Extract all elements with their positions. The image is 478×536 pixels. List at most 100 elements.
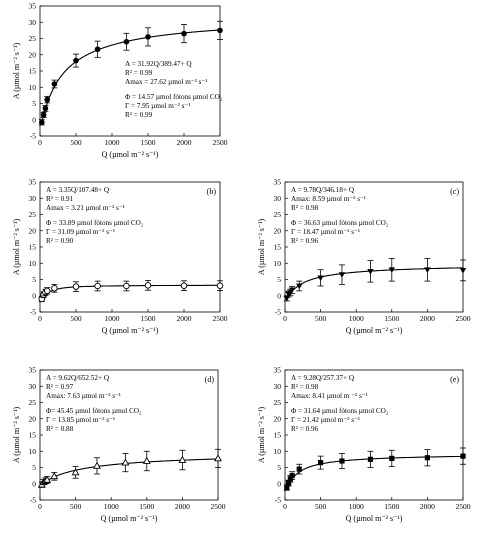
annotation-line-5: Φ = 36.63 µmol fótons µmol CO₂ bbox=[291, 219, 389, 227]
fit-curve bbox=[286, 267, 463, 299]
panel-label: (b) bbox=[207, 187, 217, 196]
x-tick-label: 500 bbox=[70, 314, 82, 323]
annotation-line-5: Φ = 33.89 µmol fótons µmol CO₂ bbox=[46, 219, 144, 227]
data-point bbox=[178, 455, 187, 463]
data-point bbox=[285, 480, 292, 486]
y-tick-label: 30 bbox=[29, 18, 37, 27]
x-tick-label: 2500 bbox=[211, 502, 226, 511]
annotation-line-3: Amax: 7.63 µmol m⁻² s⁻¹ bbox=[46, 392, 121, 400]
annotation-line-7: R² = 0.96 bbox=[291, 425, 319, 433]
y-tick-label: 0 bbox=[32, 291, 36, 300]
data-point bbox=[296, 283, 303, 290]
y-tick-label: 30 bbox=[274, 194, 282, 203]
y-tick-label: 20 bbox=[29, 50, 37, 59]
y-tick-label: 10 bbox=[29, 259, 37, 268]
x-tick-label: 2000 bbox=[177, 138, 192, 147]
data-point bbox=[40, 112, 47, 118]
x-tick-label: 1000 bbox=[349, 314, 364, 323]
y-tick-label: 5 bbox=[32, 275, 36, 284]
data-point bbox=[296, 466, 302, 472]
y-axis-label: A (µmol m⁻² s⁻¹) bbox=[12, 407, 21, 464]
data-point bbox=[367, 456, 374, 462]
y-tick-label: 25 bbox=[29, 398, 37, 407]
x-tick-label: 1500 bbox=[384, 314, 399, 323]
annotation-line-6: Γ = 7.95 µmol m⁻² s⁻¹ bbox=[125, 102, 190, 110]
data-point bbox=[180, 282, 188, 289]
data-point bbox=[123, 282, 130, 290]
x-tick-label: 2500 bbox=[213, 314, 228, 323]
annotation-line-3: Amax: 8.41 µmol m ⁻² s⁻¹ bbox=[291, 392, 368, 400]
y-axis-label: A (µmol m⁻² s⁻¹) bbox=[12, 219, 21, 276]
x-axis-label: Q (µmol m⁻² s⁻¹) bbox=[101, 514, 158, 523]
panel-label: (d) bbox=[205, 375, 215, 384]
annotation-line-5: Φ= 45.45 µmol fótons µmol CO₂ bbox=[46, 407, 142, 415]
y-tick-label: 15 bbox=[29, 431, 37, 440]
annotation-line-6: Γ = 13.85 µmol m⁻² s⁻¹ bbox=[46, 416, 115, 424]
annotation-line-3: Amax = 3.21 µmol m⁻² s⁻¹ bbox=[46, 204, 125, 212]
data-point bbox=[121, 458, 130, 466]
data-point bbox=[73, 57, 79, 64]
x-axis-label: Q (µmol m⁻² s⁻¹) bbox=[346, 514, 403, 523]
x-tick-label: 2000 bbox=[420, 314, 435, 323]
data-point bbox=[287, 476, 293, 482]
y-tick-label: 35 bbox=[29, 366, 37, 375]
x-axis-label: Q (µmol m⁻² s⁻¹) bbox=[346, 326, 403, 335]
x-tick-label: 2000 bbox=[175, 502, 190, 511]
y-tick-label: 0 bbox=[277, 291, 281, 300]
data-point bbox=[94, 46, 101, 53]
fit-curve bbox=[41, 29, 220, 123]
data-point bbox=[51, 81, 58, 87]
data-point bbox=[318, 460, 324, 466]
x-tick-label: 0 bbox=[283, 502, 287, 511]
annotation-line-3: R² = 0.98 bbox=[291, 204, 319, 212]
y-tick-label: 15 bbox=[29, 243, 37, 252]
y-tick-label: 0 bbox=[32, 479, 36, 488]
fit-curve bbox=[286, 455, 463, 488]
y-tick-label: 5 bbox=[277, 275, 281, 284]
y-axis-label: A (µmol m⁻² s⁻¹) bbox=[257, 407, 266, 464]
data-point bbox=[94, 282, 101, 290]
fit-curve bbox=[41, 458, 218, 486]
x-tick-label: 0 bbox=[38, 502, 42, 511]
y-tick-label: -5 bbox=[30, 496, 36, 505]
y-tick-label: 10 bbox=[274, 259, 282, 268]
data-point bbox=[123, 38, 130, 45]
panel-label: (c) bbox=[450, 187, 459, 196]
annotation-line-2: R² = 0.91 bbox=[46, 195, 74, 203]
data-point bbox=[388, 267, 395, 273]
y-tick-label: 10 bbox=[274, 447, 282, 456]
annotation-line-5: Φ = 14.57 µmol fótons µmol CO₂ bbox=[125, 93, 223, 101]
x-tick-label: 1000 bbox=[105, 138, 120, 147]
x-tick-label: 0 bbox=[38, 138, 42, 147]
annotation-line-6: Γ = 21.42 µmol m⁻² s⁻¹ bbox=[291, 416, 360, 424]
data-point bbox=[50, 472, 59, 480]
annotation-line-5: Φ = 31.64 µmol fótons µmol CO₂ bbox=[291, 407, 389, 415]
annotation-line-2: R² = 0.99 bbox=[125, 69, 153, 77]
y-tick-label: 30 bbox=[274, 382, 282, 391]
data-point bbox=[145, 34, 151, 40]
y-tick-label: 5 bbox=[32, 463, 36, 472]
y-tick-label: 35 bbox=[29, 178, 37, 187]
data-point bbox=[317, 275, 324, 282]
annotation-line-7: R² = 0.96 bbox=[291, 237, 319, 245]
y-tick-label: 35 bbox=[274, 178, 282, 187]
annotation-line-2: Amax: 8.59 µmol m⁻² s⁻¹ bbox=[291, 195, 366, 203]
annotation-line-6: Γ = 18.47 µmol m⁻² s⁻¹ bbox=[291, 228, 360, 236]
data-point bbox=[72, 283, 80, 290]
panel-label: (e) bbox=[450, 375, 459, 384]
y-tick-label: 25 bbox=[29, 210, 37, 219]
data-point bbox=[39, 119, 45, 126]
data-point bbox=[288, 287, 296, 294]
data-point bbox=[424, 455, 430, 461]
x-tick-label: 500 bbox=[315, 502, 327, 511]
annotation-line-3: Amax = 27.62 µmol m⁻² s⁻¹ bbox=[125, 78, 207, 86]
y-axis-label: A (µmol m⁻² s⁻¹) bbox=[12, 43, 21, 100]
y-tick-label: 0 bbox=[277, 479, 281, 488]
data-point bbox=[217, 27, 223, 34]
